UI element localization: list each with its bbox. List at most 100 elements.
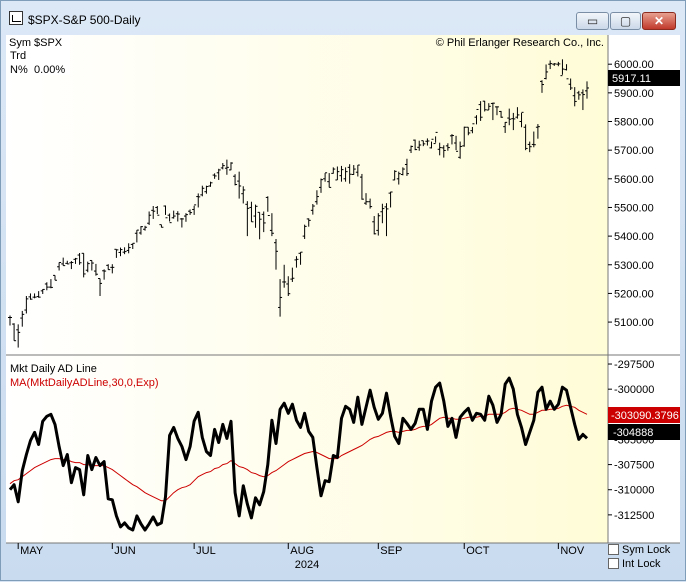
price-bar [155, 206, 160, 216]
price-bar [519, 111, 524, 128]
maximize-button[interactable]: ▢ [610, 12, 641, 30]
x-tick-label: JUN [114, 545, 135, 557]
price-bar [523, 124, 528, 151]
price-bar [257, 211, 262, 240]
price-bar [474, 108, 479, 125]
price-bar [433, 131, 438, 145]
price-bar [445, 143, 450, 151]
price-bar [151, 206, 156, 219]
price-bar [425, 138, 430, 146]
price-bar [359, 173, 364, 200]
price-bar [188, 209, 193, 215]
x-tick-label: AUG [290, 545, 314, 557]
price-tick-label: 5700.00 [614, 145, 654, 157]
title-bar[interactable]: $SPX-S&P 500-Daily ▭ ▢ ✕ [1, 1, 685, 35]
current-ma-box: -303090.3796 [608, 407, 680, 423]
price-tick-label: 5100.00 [614, 317, 654, 329]
price-bar [466, 126, 471, 136]
price-bar [499, 110, 504, 118]
price-bar [212, 173, 217, 179]
price-bar [130, 242, 135, 250]
price-bar [16, 324, 21, 348]
sym-lock-checkbox[interactable]: Sym Lock [608, 544, 670, 556]
current-ma-label: -303090.3796 [611, 410, 679, 422]
price-bar [396, 171, 401, 185]
minimize-button[interactable]: ▭ [576, 12, 609, 30]
int-lock-checkbox[interactable]: Int Lock [608, 558, 661, 570]
price-bar [200, 185, 205, 197]
price-bar [413, 139, 418, 151]
price-bar [69, 261, 74, 270]
adline-tick-label: -310000 [614, 485, 654, 497]
price-bar [228, 162, 233, 171]
price-tick-label: 5200.00 [614, 288, 654, 300]
price-bar [503, 121, 508, 133]
price-bar [331, 167, 336, 174]
price-bar [494, 106, 499, 116]
price-bar [192, 204, 197, 215]
price-bar [319, 178, 324, 193]
price-bar [347, 164, 352, 184]
price-bar [478, 101, 483, 121]
price-bar [241, 186, 246, 204]
price-bar [404, 158, 409, 176]
price-bar [327, 173, 332, 188]
npct-value: 0.00% [34, 64, 65, 76]
price-bar [36, 291, 41, 298]
price-bar [134, 229, 139, 243]
price-bar [93, 263, 98, 276]
price-bar [441, 145, 446, 158]
price-bar [564, 64, 569, 80]
price-bar [364, 193, 369, 205]
trd-label: Trd [10, 50, 26, 62]
price-bar [175, 211, 180, 222]
price-bar [20, 310, 25, 327]
price-bar [286, 276, 291, 297]
price-bar [343, 167, 348, 182]
x-tick-label: OCT [466, 545, 490, 557]
price-bar [167, 213, 172, 224]
price-bar [585, 81, 589, 99]
price-bar [57, 261, 62, 271]
price-bar [339, 165, 344, 182]
price-bar [535, 124, 540, 139]
close-button[interactable]: ✕ [642, 12, 676, 30]
price-bar [278, 279, 283, 317]
price-bar [245, 201, 250, 237]
sym-lock-box[interactable] [608, 544, 619, 555]
adline-legend: Mkt Daily AD Line [10, 363, 97, 375]
adline-tick-label: -307500 [614, 460, 654, 472]
int-lock-label: Int Lock [622, 558, 661, 570]
price-bar [572, 87, 577, 107]
npct-label: N% [10, 64, 28, 76]
price-bar [294, 256, 299, 268]
price-bar [490, 102, 495, 121]
price-bar [531, 131, 536, 148]
price-tick-label: 5500.00 [614, 202, 654, 214]
price-bar [470, 123, 475, 134]
price-bar [580, 89, 585, 111]
price-bar [486, 103, 491, 111]
adline-tick-label: -297500 [614, 359, 654, 371]
chart-app-icon [9, 11, 23, 25]
price-bar [224, 159, 229, 175]
price-bar [81, 252, 86, 278]
price-bar [110, 264, 115, 274]
x-tick-label: SEP [380, 545, 402, 557]
price-bar [335, 166, 340, 181]
adline-tick-label: -300000 [614, 384, 654, 396]
price-bar [507, 108, 512, 126]
price-bar [454, 135, 459, 152]
price-bar [53, 274, 58, 281]
price-bar [539, 80, 544, 93]
price-bar [282, 264, 287, 288]
price-bar [196, 193, 201, 208]
price-bar [527, 141, 532, 153]
price-bar [314, 190, 319, 205]
price-bar [204, 185, 209, 194]
price-bar [48, 279, 53, 289]
int-lock-box[interactable] [608, 558, 619, 569]
price-bar [126, 243, 131, 254]
